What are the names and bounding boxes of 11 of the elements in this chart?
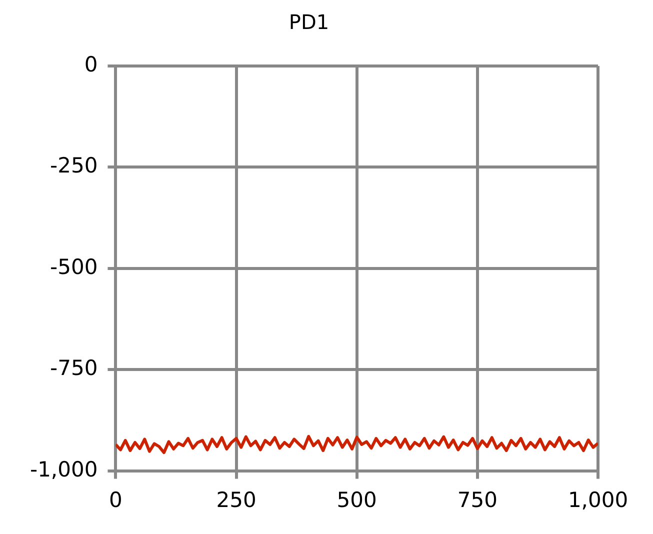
chart-title: PD1 <box>288 10 330 34</box>
x-tick-label: 500 <box>336 488 377 512</box>
y-tick-label: -250 <box>50 154 98 178</box>
y-tick-label: -750 <box>50 356 98 380</box>
x-tick-label: 1,000 <box>568 488 628 512</box>
y-tick-label: -500 <box>50 254 98 279</box>
y-tick-label: -1,000 <box>30 457 98 482</box>
x-tick-label: 250 <box>216 488 256 512</box>
x-tick-label: 750 <box>457 488 498 512</box>
x-tick-label: 0 <box>109 488 122 512</box>
y-tick-label: 0 <box>84 52 98 76</box>
